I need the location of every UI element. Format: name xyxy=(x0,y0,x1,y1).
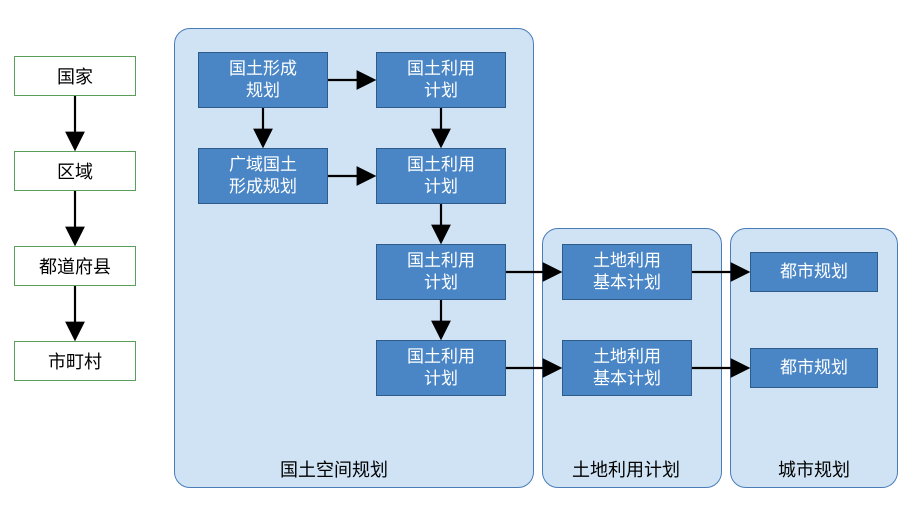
node-land-use-plan-2: 国土利用计划 xyxy=(376,148,506,204)
node-label: 国土利用计划 xyxy=(407,250,475,294)
node-label: 土地利用基本计划 xyxy=(593,250,661,294)
node-landuse-basic-plan-1: 土地利用基本计划 xyxy=(562,244,692,300)
level-box-country: 国家 xyxy=(14,56,136,96)
level-box-prefecture: 都道府县 xyxy=(14,246,136,286)
level-label: 区域 xyxy=(57,158,93,184)
level-label: 市町村 xyxy=(48,348,102,374)
node-label: 国土利用计划 xyxy=(407,346,475,390)
panel-label-spatial: 国土空间规划 xyxy=(280,456,388,482)
diagram-canvas: 国家 区域 都道府县 市町村 国土形成规划 国土利用计划 广域国土形成规划 国土… xyxy=(0,0,913,512)
panel-label-landuse: 土地利用计划 xyxy=(572,456,680,482)
node-city-plan-2: 都市规划 xyxy=(750,348,878,388)
panel-label-city: 城市规划 xyxy=(778,456,850,482)
node-city-plan-1: 都市规划 xyxy=(750,252,878,292)
node-landuse-basic-plan-2: 土地利用基本计划 xyxy=(562,340,692,396)
node-label: 都市规划 xyxy=(780,261,848,283)
node-label: 广域国土形成规划 xyxy=(229,154,297,198)
node-land-formation-plan: 国土形成规划 xyxy=(198,52,328,108)
node-label: 都市规划 xyxy=(780,357,848,379)
node-land-use-plan-3: 国土利用计划 xyxy=(376,244,506,300)
node-label: 国土利用计划 xyxy=(407,154,475,198)
level-box-town: 市町村 xyxy=(14,341,136,381)
level-label: 都道府县 xyxy=(39,253,111,279)
node-wide-area-formation-plan: 广域国土形成规划 xyxy=(198,148,328,204)
node-land-use-plan-4: 国土利用计划 xyxy=(376,340,506,396)
level-box-region: 区域 xyxy=(14,151,136,191)
level-label: 国家 xyxy=(57,63,93,89)
node-land-use-plan-1: 国土利用计划 xyxy=(376,52,506,108)
node-label: 国土利用计划 xyxy=(407,58,475,102)
node-label: 土地利用基本计划 xyxy=(593,346,661,390)
node-label: 国土形成规划 xyxy=(229,58,297,102)
